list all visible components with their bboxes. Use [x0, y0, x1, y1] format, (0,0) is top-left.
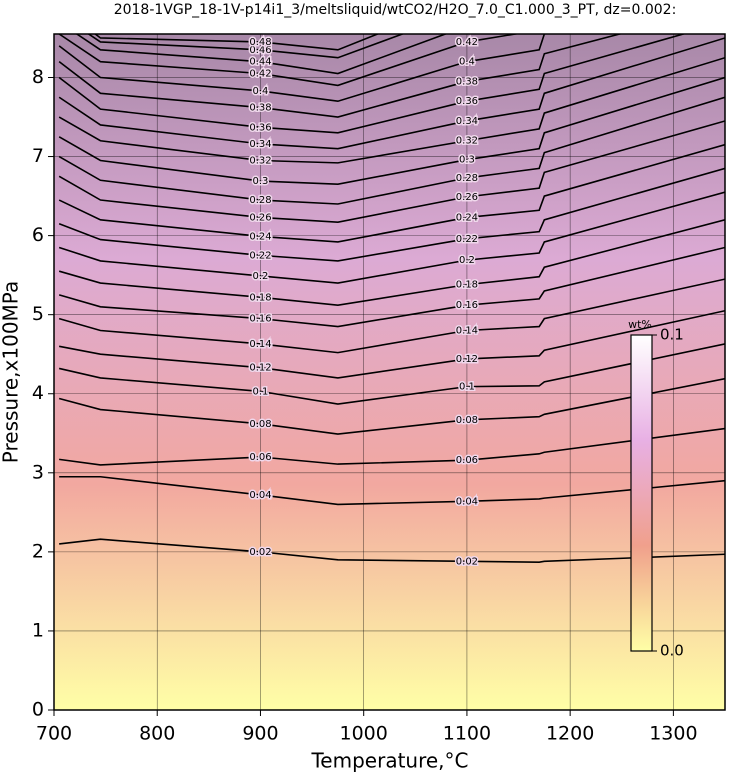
y-tick-label: 6 — [32, 224, 44, 246]
contour-line — [58, 56, 725, 164]
contour-label: 0.24 — [249, 231, 271, 242]
contour-label: 0.32 — [249, 156, 271, 167]
contour-label: 0.3 — [253, 176, 269, 187]
contour-label: 0.26 — [249, 212, 271, 223]
contour-label: 0.38 — [249, 103, 271, 114]
contour-label: 0.2 — [459, 255, 475, 266]
y-tick-label: 2 — [32, 540, 44, 562]
contour-label: 0.04 — [456, 496, 478, 507]
contour-label: 0.34 — [456, 116, 478, 127]
contour-label: 0.1 — [253, 386, 269, 397]
contour-line — [59, 475, 725, 506]
x-tick-label: 1300 — [649, 723, 697, 745]
contour-label: 0.08 — [456, 415, 478, 426]
contour-label: 0.24 — [456, 212, 478, 223]
x-tick-label: 700 — [36, 723, 72, 745]
contour-line — [58, 34, 521, 87]
contour-line — [58, 219, 725, 306]
contour-line — [58, 96, 725, 205]
contour-line — [58, 246, 725, 328]
y-axis-label: Pressure,x100MPa — [0, 281, 23, 463]
y-tick-label: 1 — [32, 619, 44, 641]
contour-line — [58, 120, 725, 223]
contour-label: 0.26 — [456, 192, 478, 203]
contour-line — [58, 167, 725, 262]
contour-line — [58, 191, 725, 284]
contour-label: 0.46 — [249, 45, 271, 56]
contour-label: 0.2 — [253, 271, 269, 282]
y-tick-label: 5 — [32, 303, 44, 325]
x-tick-label: 1000 — [340, 723, 388, 745]
contour-label: 0.22 — [456, 234, 478, 245]
contour-label: 0.18 — [456, 280, 478, 291]
contour-label: 0.06 — [249, 452, 271, 463]
colorbar-tick-label: 0.0 — [660, 642, 684, 660]
contour-label: 0.22 — [249, 250, 271, 261]
chart-title: 2018-1VGP_18-1V-p14i1_3/meltsliquid/wtCO… — [114, 2, 677, 18]
x-tick-label: 900 — [242, 723, 278, 745]
contour-label: 0.32 — [456, 136, 478, 147]
contour-line — [75, 34, 448, 75]
contour-label: 0.02 — [249, 547, 271, 558]
contour-line — [59, 309, 725, 379]
x-tick-label: 1200 — [546, 723, 594, 745]
x-tick-label: 1100 — [443, 723, 491, 745]
contour-line — [58, 34, 687, 134]
contour-label: 0.16 — [456, 300, 478, 311]
contour-label: 0.38 — [456, 76, 478, 87]
contour-label: 0.06 — [456, 455, 478, 466]
contour-label: 0.36 — [456, 96, 478, 107]
contour-label: 0.4 — [253, 86, 269, 97]
contour-line — [58, 76, 725, 186]
contour-line — [58, 37, 725, 150]
contour-label: 0.04 — [249, 490, 271, 501]
contour-label: 0.02 — [456, 556, 478, 567]
contour-label: 0.14 — [249, 339, 271, 350]
y-tick-label: 0 — [32, 699, 44, 721]
contour-label: 0.3 — [459, 155, 475, 166]
y-tick-label: 3 — [32, 461, 44, 483]
y-tick-label: 7 — [32, 145, 44, 167]
contour-line — [59, 538, 725, 563]
contour-label: 0.34 — [249, 139, 271, 150]
contour-line — [58, 34, 548, 103]
contour-line — [58, 278, 725, 354]
contour-label: 0.12 — [456, 354, 478, 365]
x-tick-label: 800 — [139, 723, 175, 745]
colorbar-label: wt% — [628, 318, 652, 331]
plot-frame — [53, 33, 726, 711]
contour-label: 0.08 — [249, 419, 271, 430]
contour-label: 0.1 — [459, 382, 475, 393]
contour-label: 0.18 — [249, 292, 271, 303]
contour-label: 0.42 — [456, 37, 478, 48]
contour-label: 0.28 — [249, 195, 271, 206]
y-tick-label: 8 — [32, 66, 44, 88]
colorbar — [630, 334, 653, 652]
contour-label: 0.14 — [456, 325, 478, 336]
contour-line — [58, 343, 725, 405]
plot-background — [54, 34, 725, 710]
contour-label: 0.16 — [249, 314, 271, 325]
contour-line — [58, 143, 725, 243]
colorbar-tick-label: 0.1 — [660, 326, 684, 344]
y-tick-label: 4 — [32, 382, 44, 404]
contour-label: 0.42 — [249, 69, 271, 80]
contour-label: 0.4 — [459, 57, 475, 68]
contour-line — [93, 34, 380, 51]
contour-label: 0.28 — [456, 173, 478, 184]
x-axis-label: Temperature,°C — [310, 749, 468, 773]
contour-line — [59, 427, 725, 466]
contour-label: 0.44 — [249, 57, 271, 68]
contour-label: 0.48 — [249, 37, 271, 48]
contour-line — [58, 377, 725, 435]
contour-line — [58, 34, 623, 118]
contour-label: 0.12 — [249, 363, 271, 374]
contour-label: 0.36 — [249, 122, 271, 133]
